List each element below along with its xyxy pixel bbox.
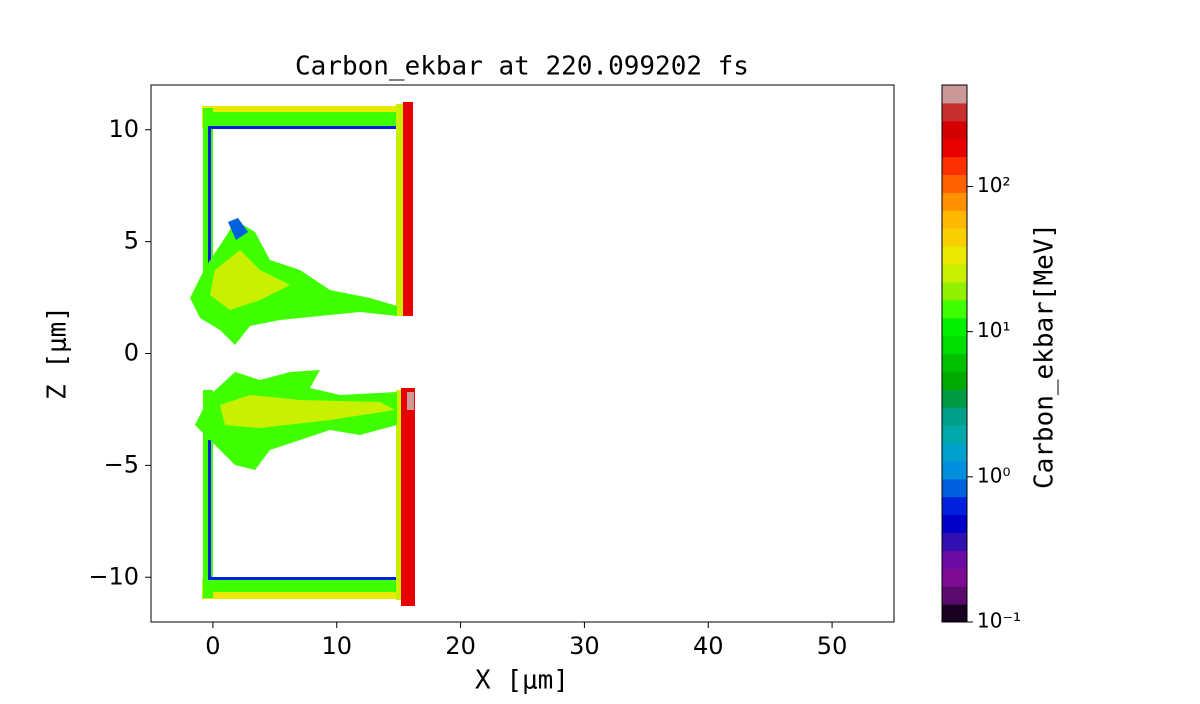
field-region (209, 126, 399, 129)
colorbar-band (942, 460, 967, 480)
colorbar-band (942, 425, 967, 444)
colorbar-band (942, 335, 967, 354)
colorbar-band (942, 353, 967, 372)
colorbar-band (942, 102, 967, 122)
x-tick-label: 30 (569, 632, 600, 660)
colorbar-band (942, 407, 967, 426)
x-tick-label: 10 (321, 632, 352, 660)
field (190, 102, 415, 606)
y-tick-label: 10 (108, 115, 139, 143)
colorbar-band (942, 496, 967, 516)
colorbar-band (942, 246, 967, 265)
field-region (208, 440, 211, 580)
colorbar-band (942, 604, 967, 623)
field-region (403, 102, 413, 316)
colorbar-tick-label: 10² (977, 173, 1010, 197)
colorbar-band (942, 371, 967, 390)
colorbar-tick-label: 10¹ (977, 318, 1010, 342)
colorbar-band (942, 85, 967, 104)
y-tick-label: −5 (104, 450, 139, 478)
colorbar-band (942, 532, 967, 551)
x-tick-label: 0 (205, 632, 220, 660)
y-axis-label: Z [μm] (43, 306, 73, 400)
field-region (209, 577, 399, 580)
colorbar-band (942, 120, 967, 140)
colorbar-band (942, 514, 967, 533)
field-region (190, 220, 397, 345)
colorbar-band (942, 264, 967, 283)
field-region (401, 388, 415, 606)
plot-frame (150, 84, 895, 623)
colorbar-band (942, 138, 967, 158)
field-region (407, 392, 414, 410)
colorbar-band (942, 174, 967, 193)
field-region (204, 580, 404, 592)
colorbar-band (942, 568, 967, 587)
colorbar-band (942, 192, 967, 211)
field-region (204, 112, 404, 126)
colorbar-band (942, 317, 967, 337)
y-tick-label: 0 (124, 339, 139, 367)
colorbar-band (942, 228, 967, 247)
y-tick-label: 5 (124, 227, 139, 255)
colorbar-band (942, 156, 967, 175)
colorbar-band (942, 586, 967, 605)
x-tick-label: 40 (693, 632, 724, 660)
field-region (396, 104, 406, 316)
x-tick-label: 50 (817, 632, 848, 660)
field-region (208, 126, 211, 316)
colorbar-band (942, 281, 967, 301)
field-region (220, 395, 395, 428)
colorbar-band (942, 443, 967, 462)
colorbar-frame (941, 84, 968, 623)
colorbar-band (942, 210, 967, 229)
x-axis-label: X [μm] (475, 666, 569, 696)
chart-title: Carbon_ekbar at 220.099202 fs (295, 52, 749, 82)
colorbar-band (942, 299, 967, 319)
colorbar-band (942, 389, 967, 408)
colorbar-tick-label: 10⁻¹ (977, 609, 1021, 633)
colorbar-band (942, 550, 967, 569)
colorbar-tick-label: 10⁰ (977, 463, 1010, 487)
colorbar-band (942, 478, 967, 498)
colorbar-label: Carbon_ekbar[MeV] (1030, 223, 1060, 489)
field-region (228, 218, 248, 240)
field-region (210, 250, 290, 310)
x-tick-label: 20 (445, 632, 476, 660)
y-tick-label: −10 (88, 562, 139, 590)
